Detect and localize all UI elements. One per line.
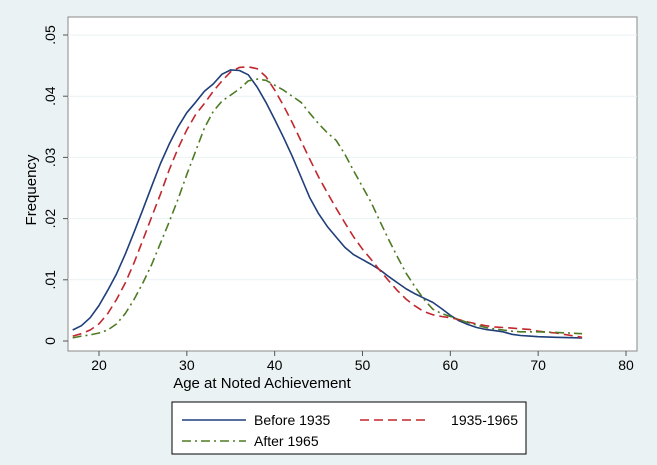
- x-tick-label: 40: [267, 357, 283, 373]
- x-tick-label: 20: [91, 357, 107, 373]
- gridlines: [68, 34, 637, 281]
- plot-area: [67, 16, 638, 352]
- y-tick-label: 0: [42, 337, 58, 345]
- y-tick-label: .03: [42, 147, 58, 167]
- x-tick-label: 70: [530, 357, 546, 373]
- y-axis: 0 .01 .02 .03 .04 .05: [42, 25, 68, 345]
- series-line-3: [72, 78, 583, 339]
- legend-label-1: Before 1935: [254, 412, 330, 428]
- legend: Before 1935 1935-1965 After 1965: [171, 401, 527, 455]
- x-tick-label: 30: [179, 357, 195, 373]
- y-tick-label: .05: [42, 25, 58, 45]
- y-tick-label: .01: [42, 270, 58, 290]
- series-line-2: [72, 66, 583, 339]
- y-tick-label: .04: [42, 86, 58, 106]
- x-tick-label: 80: [618, 357, 634, 373]
- x-axis: 20 30 40 50 60 70 80: [91, 351, 634, 373]
- y-tick-label: .02: [42, 209, 58, 229]
- series-line-1: [72, 69, 583, 339]
- x-tick-label: 50: [355, 357, 371, 373]
- legend-label-2: 1935-1965: [451, 412, 518, 428]
- series-lines: [72, 66, 583, 339]
- x-axis-title: Age at Noted Achievement: [173, 375, 351, 392]
- legend-box: [171, 401, 527, 455]
- y-axis-title: Frequency: [23, 154, 40, 225]
- x-tick-label: 60: [443, 357, 459, 373]
- legend-label-3: After 1965: [254, 433, 319, 449]
